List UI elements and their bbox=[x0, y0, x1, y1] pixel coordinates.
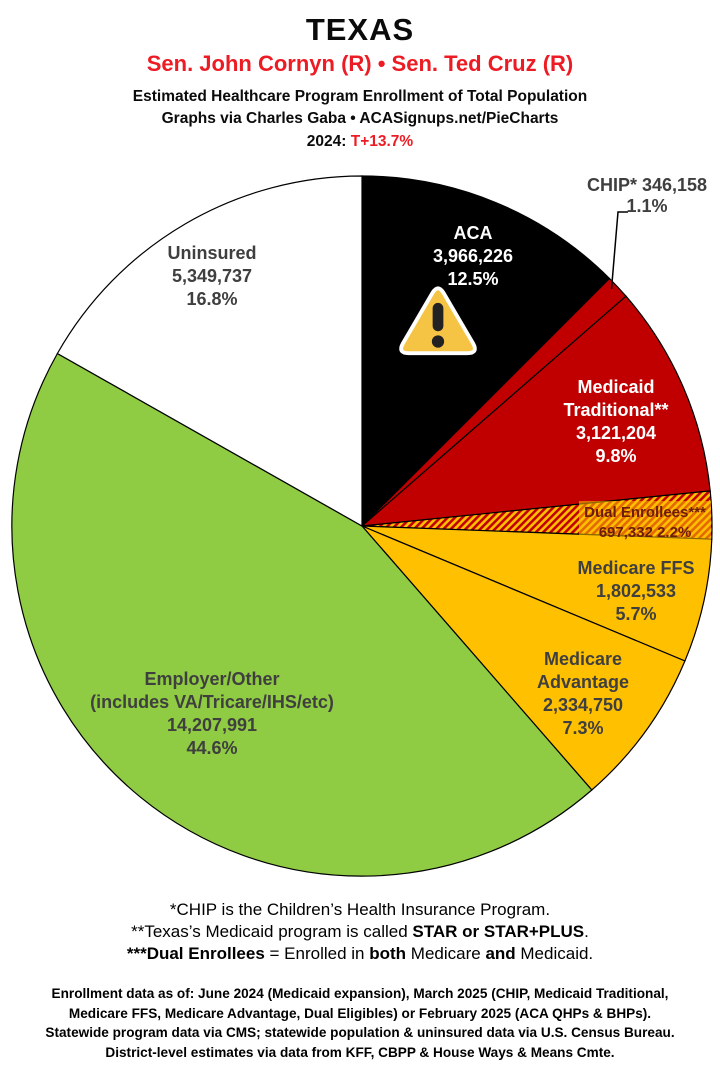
slice-percent: 9.8% bbox=[595, 446, 637, 466]
pie-slice-uninsured bbox=[56, 175, 363, 528]
chart-subtitle: Estimated Healthcare Program Enrollment … bbox=[132, 88, 588, 105]
label-medicare-ffs: Medicare FFS 1,802,533 5.7% bbox=[577, 557, 694, 626]
slice-name: Uninsured bbox=[167, 243, 257, 263]
pie-slice-employer-other bbox=[11, 352, 593, 877]
footer-line: Statewide program data via CMS; statewid… bbox=[45, 1025, 675, 1040]
slice-name: Dual Enrollees*** bbox=[584, 504, 706, 521]
source-footer: Enrollment data as of: June 2024 (Medica… bbox=[0, 984, 720, 1062]
label-uninsured: Uninsured 5,349,737 16.8% bbox=[167, 242, 256, 311]
slice-name: Medicaid Traditional** bbox=[563, 377, 669, 420]
page-title: TEXAS bbox=[305, 12, 415, 47]
margin-value: T+13.7% bbox=[350, 133, 414, 150]
slice-value: 5,349,737 bbox=[171, 266, 253, 286]
slice-value: 697,332 bbox=[598, 524, 653, 541]
slice-name-value: CHIP* 346,158 bbox=[587, 175, 707, 196]
slice-value: 14,207,991 bbox=[166, 715, 258, 735]
label-chip: CHIP* 346,158 1.1% bbox=[587, 175, 707, 217]
year-margin-line: 2024: T+13.7% bbox=[0, 133, 720, 151]
slice-percent: 2.2% bbox=[657, 524, 692, 541]
slice-percent: 5.7% bbox=[615, 604, 657, 624]
warning-icon bbox=[399, 286, 477, 356]
footer-line: District-level estimates via data from K… bbox=[105, 1044, 615, 1060]
slice-value: 1,802,533 bbox=[595, 581, 677, 601]
footer-line: Enrollment data as of: June 2024 (Medica… bbox=[51, 986, 669, 1001]
label-dual-enrollees: Dual Enrollees*** 697,332 2.2% bbox=[579, 501, 711, 545]
slice-percent: 16.8% bbox=[186, 289, 238, 309]
footnote-chip: *CHIP is the Children’s Health Insurance… bbox=[169, 900, 551, 919]
slice-value: 346,158 bbox=[641, 175, 708, 195]
slice-value: 3,121,204 bbox=[575, 423, 657, 443]
label-medicaid-traditional: Medicaid Traditional** 3,121,204 9.8% bbox=[536, 376, 696, 468]
slice-name: ACA bbox=[453, 223, 493, 243]
slice-value: 3,966,226 bbox=[432, 246, 514, 266]
slice-name: Medicare Advantage bbox=[536, 649, 630, 692]
label-aca: ACA 3,966,226 12.5% bbox=[433, 222, 513, 291]
slice-value: 2,334,750 bbox=[542, 695, 624, 715]
footer-line: Medicare FFS, Medicare Advantage, Dual E… bbox=[68, 1005, 652, 1021]
label-employer-other: Employer/Other (includes VA/Tricare/IHS/… bbox=[90, 668, 334, 760]
credit-line: Graphs via Charles Gaba • ACASignups.net… bbox=[161, 110, 559, 127]
slice-percent: 12.5% bbox=[447, 269, 499, 289]
pie-slice-medicare-advantage bbox=[361, 525, 686, 791]
footnote-medicaid: **Texas’s Medicaid program is called STA… bbox=[131, 922, 589, 941]
slice-name: Medicare FFS bbox=[577, 558, 695, 578]
pie-slice-aca bbox=[361, 175, 611, 528]
footnotes: *CHIP is the Children’s Health Insurance… bbox=[0, 899, 720, 965]
pie-slice-medicare-ffs bbox=[361, 525, 713, 662]
slice-value-percent: 697,332 2.2% bbox=[579, 523, 711, 543]
chip-leader-line bbox=[610, 211, 628, 290]
pie-slice-medicaid-traditional bbox=[360, 295, 711, 527]
slice-name: Employer/Other bbox=[144, 669, 280, 689]
senators-line: Sen. John Cornyn (R) • Sen. Ted Cruz (R) bbox=[146, 51, 574, 76]
slice-name: CHIP* bbox=[586, 175, 637, 195]
footnote-dual: ***Dual Enrollees = Enrolled in both Med… bbox=[126, 944, 594, 963]
slice-subname: (includes VA/Tricare/IHS/etc) bbox=[90, 692, 334, 712]
slice-percent: 7.3% bbox=[562, 718, 604, 738]
slice-percent: 44.6% bbox=[186, 738, 238, 758]
slice-percent: 1.1% bbox=[626, 196, 668, 216]
year-label: 2024: bbox=[306, 133, 347, 150]
label-medicare-advantage: Medicare Advantage 2,334,750 7.3% bbox=[521, 648, 646, 740]
